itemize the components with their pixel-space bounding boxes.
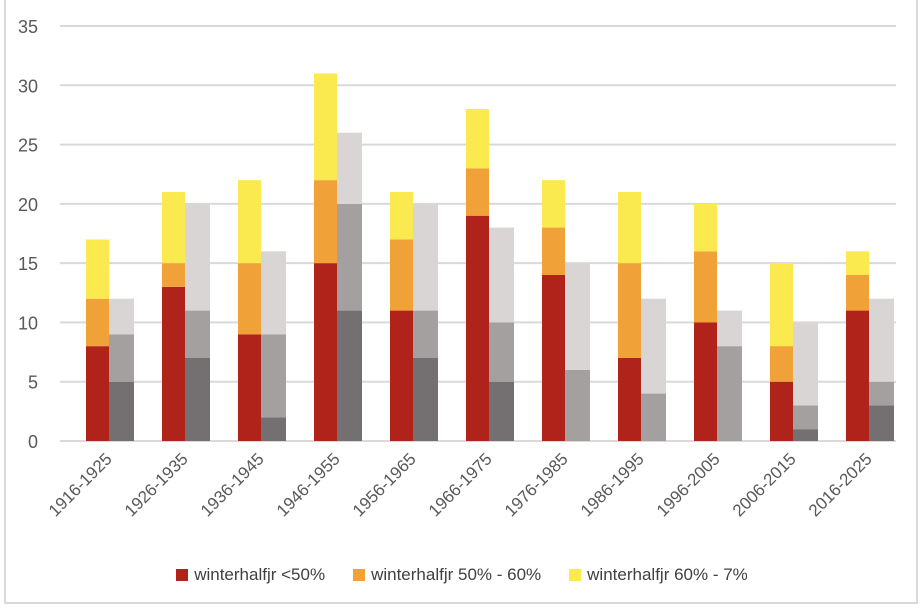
- bar-segment: [542, 227, 565, 275]
- bar-segment: [694, 203, 717, 252]
- bar-segment: [185, 358, 210, 441]
- bar-segment: [618, 192, 641, 264]
- bar-segment: [109, 381, 134, 441]
- bar-segment: [390, 239, 413, 311]
- bar-segment: [869, 405, 894, 441]
- bar-segment: [162, 286, 185, 441]
- bar-segment: [314, 180, 337, 264]
- x-tick-label: 1996-2005: [653, 449, 724, 520]
- chart-frame: [4, 0, 918, 604]
- legend-item: winterhalfjr 60% - 7%: [569, 565, 748, 585]
- bar-segment: [314, 73, 337, 181]
- bar-segment: [846, 275, 869, 311]
- bar-segment: [717, 310, 742, 347]
- x-tick-label: 2016-2025: [805, 449, 876, 520]
- legend-label: winterhalfjr 50% - 60%: [371, 565, 542, 584]
- bar-segment: [314, 263, 337, 441]
- bar-segment: [238, 263, 261, 335]
- bar-segment: [489, 322, 514, 382]
- bar-segment: [565, 263, 590, 370]
- legend-label: winterhalfjr <50%: [194, 565, 326, 584]
- bar-segment: [770, 263, 793, 347]
- legend-item: winterhalfjr <50%: [176, 565, 325, 585]
- bar-segment: [793, 429, 818, 441]
- x-tick-label: 1916-1925: [45, 449, 116, 520]
- bar-segment: [489, 227, 514, 323]
- x-tick-label: 1986-1995: [577, 449, 648, 520]
- y-tick-label: 10: [18, 313, 38, 333]
- bar-segment: [413, 358, 438, 441]
- bar-segment: [489, 381, 514, 441]
- bar-segment: [793, 322, 818, 406]
- bar-segment: [86, 298, 109, 347]
- bar-segment: [641, 298, 666, 394]
- x-tick-label: 2006-2015: [729, 449, 800, 520]
- bar-segment: [717, 346, 742, 441]
- bar-segment: [261, 251, 286, 335]
- bar-segment: [238, 180, 261, 264]
- bar-segment: [770, 346, 793, 382]
- bar-segment: [162, 263, 185, 287]
- x-tick-label: 1976-1985: [501, 449, 572, 520]
- bar-segment: [466, 168, 489, 216]
- bar-segment: [337, 310, 362, 441]
- legend-swatch: [176, 569, 189, 581]
- bar-segment: [86, 239, 109, 299]
- x-tick-label: 1946-1955: [273, 449, 344, 520]
- bar-segment: [337, 132, 362, 204]
- bar-segment: [261, 417, 286, 441]
- bar-segment: [413, 203, 438, 311]
- bar-segment: [869, 298, 894, 382]
- bar-segment: [618, 358, 641, 441]
- legend: winterhalfjr <50% winterhalfjr 50% - 60% w…: [0, 565, 924, 585]
- bar-segment: [162, 192, 185, 264]
- x-tick-label: 1936-1945: [197, 449, 268, 520]
- bar-segment: [618, 263, 641, 358]
- bar-segment: [337, 203, 362, 311]
- y-tick-label: 30: [18, 76, 38, 96]
- x-tick-label: 1966-1975: [425, 449, 496, 520]
- bar-segment: [261, 334, 286, 418]
- bar-segment: [869, 381, 894, 406]
- bar-segment: [846, 251, 869, 275]
- bar-segment: [694, 322, 717, 441]
- bar-segment: [86, 346, 109, 441]
- y-tick-label: 0: [28, 432, 38, 452]
- legend-swatch: [353, 569, 366, 581]
- y-tick-label: 25: [18, 136, 38, 156]
- bar-segment: [770, 381, 793, 441]
- bar-segment: [641, 393, 666, 441]
- bar-segment: [185, 310, 210, 358]
- x-tick-label: 1956-1965: [349, 449, 420, 520]
- bar-segment: [846, 310, 869, 441]
- bar-segment: [185, 203, 210, 311]
- y-tick-label: 20: [18, 195, 38, 215]
- bar-segment: [466, 109, 489, 169]
- bar-segment: [466, 215, 489, 441]
- y-tick-label: 5: [28, 373, 38, 393]
- x-tick-label: 1926-1935: [121, 449, 192, 520]
- bar-segment: [238, 334, 261, 441]
- bar-segment: [109, 298, 134, 335]
- legend-item: winterhalfjr 50% - 60%: [353, 565, 541, 585]
- bar-segment: [413, 310, 438, 358]
- bar-segment: [542, 275, 565, 441]
- bar-segment: [542, 180, 565, 228]
- bar-segment: [390, 192, 413, 240]
- bar-segment: [694, 251, 717, 323]
- legend-label: winterhalfjr 60% - 7%: [587, 565, 748, 584]
- bar-segment: [390, 310, 413, 441]
- bar-segment: [109, 334, 134, 382]
- legend-swatch: [569, 569, 582, 581]
- y-tick-label: 15: [18, 254, 38, 274]
- bar-segment: [793, 405, 818, 430]
- bar-segment: [565, 369, 590, 441]
- y-tick-label: 35: [18, 17, 38, 37]
